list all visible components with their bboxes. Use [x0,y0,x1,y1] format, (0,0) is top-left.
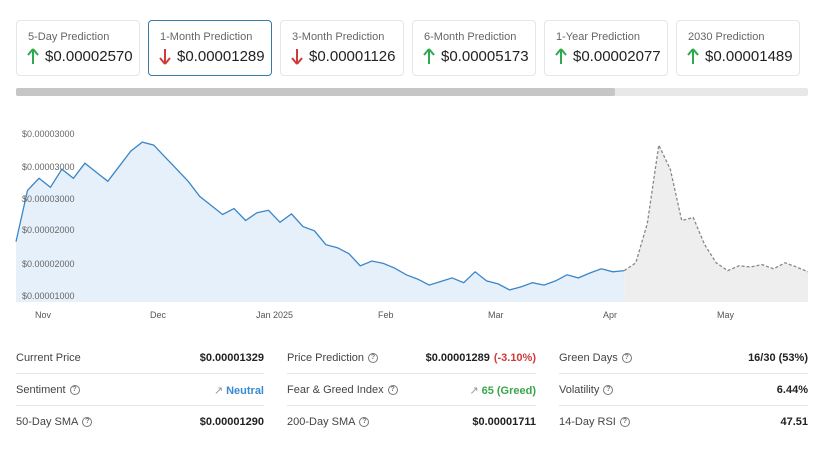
stat-row-volatility: Volatility? 6.44% [559,374,808,406]
arrow-up-icon [423,48,435,64]
forecast-area [624,145,808,302]
prediction-card-5-day[interactable]: 5-Day Prediction $0.00002570 [16,20,140,76]
stat-label: Green Days [559,352,618,364]
card-label: 6-Month Prediction [424,31,517,43]
card-label: 1-Month Prediction [160,31,253,43]
stat-value: 6.44% [776,384,808,396]
stats-column-1: Current Price $0.00001329 Sentiment? ↗ Ne… [16,342,264,440]
info-icon[interactable]: ? [387,385,398,395]
x-tick-label: Dec [150,310,167,320]
arrow-down-icon [159,49,171,65]
stat-label: Current Price [16,352,81,364]
stat-value: $0.00001329 [199,352,264,364]
prediction-card-1-month[interactable]: 1-Month Prediction $0.00001289 [148,20,272,76]
stat-label: Volatility [559,384,600,396]
arrow-up-icon [687,48,699,64]
y-tick-label: $0.00003000 [22,194,75,204]
stat-value: $0.00001290 [199,416,264,428]
stat-value[interactable]: Neutral [226,384,264,397]
y-tick-label: $0.00002000 [22,259,75,269]
stat-row-sentiment: Sentiment? ↗ Neutral [16,374,264,406]
stat-label: 50-Day SMA [16,416,79,428]
card-value: $0.00001126 [309,48,396,65]
stat-row-200-day-sma: 200-Day SMA? $0.00001711 [287,406,536,438]
history-area [16,142,625,302]
link-icon: ↗ [469,385,479,397]
info-icon[interactable]: ? [621,353,632,363]
stat-label: Sentiment [16,384,66,396]
scrollbar-thumb[interactable] [16,88,615,96]
prediction-card-1-year[interactable]: 1-Year Prediction $0.00002077 [544,20,668,76]
card-label: 2030 Prediction [688,31,765,43]
y-tick-label: $0.00003000 [22,162,75,172]
card-value: $0.00002077 [573,48,661,65]
horizontal-scrollbar[interactable] [16,88,808,96]
card-value: $0.00002570 [45,48,133,65]
x-tick-label: Feb [378,310,394,320]
stat-value: 16/30 (53%) [748,352,808,364]
card-label: 1-Year Prediction [556,31,640,43]
card-value: $0.00001489 [705,48,793,65]
info-icon[interactable]: ? [619,417,630,427]
stat-value: 47.51 [780,416,808,428]
card-label: 3-Month Prediction [292,31,385,43]
stat-value: $0.00001711 [472,416,536,428]
info-icon[interactable]: ? [69,385,80,395]
stat-row-current-price: Current Price $0.00001329 [16,342,264,374]
x-tick-label: Mar [488,310,504,320]
y-tick-label: $0.00001000 [22,291,75,301]
x-tick-label: Jan 2025 [256,310,294,320]
stat-label: Fear & Greed Index [287,384,384,396]
stat-label: 14-Day RSI [559,416,616,428]
price-forecast-line [623,142,809,273]
card-value: $0.00005173 [441,48,529,65]
stat-value: $0.00001289 [425,352,490,364]
prediction-card-6-month[interactable]: 6-Month Prediction $0.00005173 [412,20,536,76]
stat-label: Price Prediction [287,352,365,364]
stat-row-price-prediction: Price Prediction? $0.00001289 (-3.10%) [287,342,536,374]
stat-row-50-day-sma: 50-Day SMA? $0.00001290 [16,406,264,438]
arrow-down-icon [291,49,303,65]
x-tick-label: May [717,310,735,320]
stats-column-2: Price Prediction? $0.00001289 (-3.10%) Fe… [287,342,536,440]
stat-row-green-days: Green Days? 16/30 (53%) [559,342,808,374]
price-history-line [15,141,625,291]
link-icon: ↗ [213,385,224,397]
stat-label: 200-Day SMA [287,416,356,428]
info-icon[interactable]: ? [603,385,614,395]
stat-value[interactable]: 65 (Greed) [481,384,536,397]
card-label: 5-Day Prediction [28,31,110,43]
stats-column-3: Green Days? 16/30 (53%) Volatility? 6.44… [559,342,808,440]
x-tick-label: Apr [603,310,618,320]
info-icon[interactable]: ? [368,353,379,363]
card-value: $0.00001289 [177,48,265,65]
y-tick-label: $0.00003000 [22,129,75,139]
y-tick-label: $0.00002000 [22,225,75,235]
prediction-card-3-month[interactable]: 3-Month Prediction $0.00001126 [280,20,404,76]
price-chart-svg [15,141,809,302]
stat-change: (-3.10%) [493,352,536,364]
arrow-up-icon [555,48,567,64]
arrow-up-icon [27,48,39,64]
price-chart: $0.00003000 $0.00003000 $0.00003000 $0.0… [0,120,823,325]
prediction-cards: 5-Day Prediction $0.00002570 1-Month Pre… [16,20,808,76]
x-tick-label: Nov [35,310,52,320]
stat-row-14-day-rsi: 14-Day RSI? 47.51 [559,406,808,438]
info-icon[interactable]: ? [359,417,370,427]
stat-row-fear-greed: Fear & Greed Index? ↗ 65 (Greed) [287,374,536,406]
info-icon[interactable]: ? [82,417,93,427]
prediction-card-2030[interactable]: 2030 Prediction $0.00001489 [676,20,800,76]
